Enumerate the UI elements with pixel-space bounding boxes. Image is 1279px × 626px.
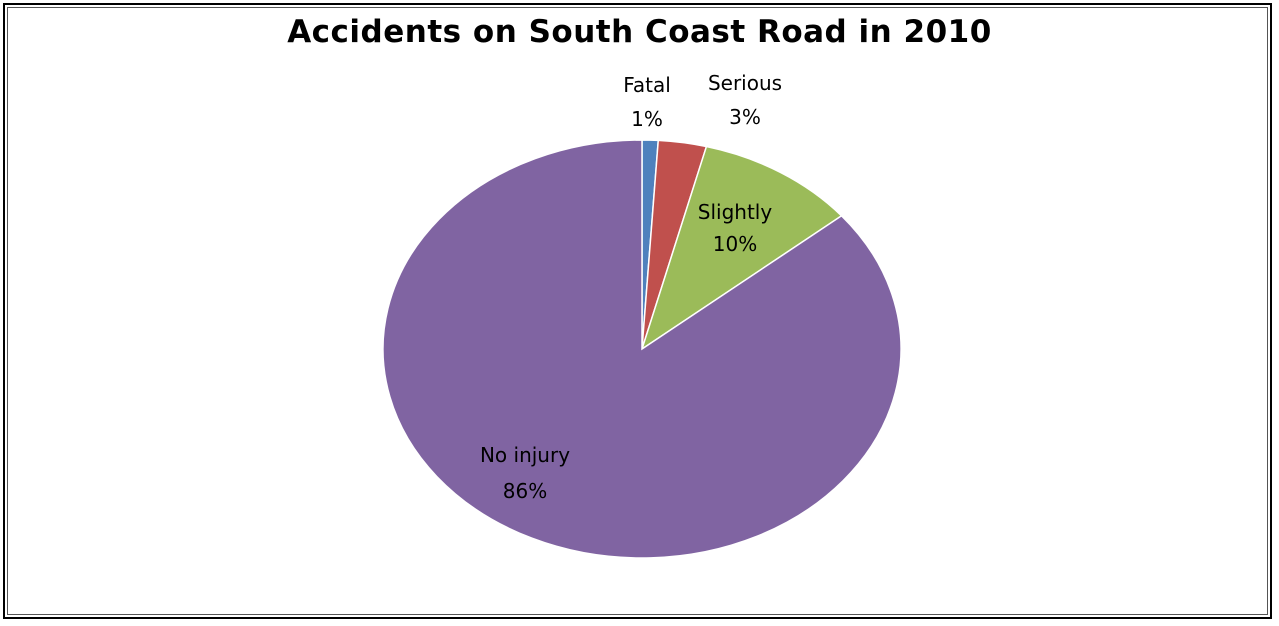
slice-percent-label: 3% <box>729 105 761 129</box>
slice-name-label: Serious <box>708 71 782 95</box>
slice-percent-label: 86% <box>503 479 547 503</box>
pie-slices <box>382 139 902 559</box>
slice-name-label: Slightly <box>698 200 773 224</box>
pie-slice-no-injury <box>382 139 902 559</box>
slice-percent-label: 10% <box>713 232 757 256</box>
slice-percent-label: 1% <box>631 107 663 131</box>
slice-name-label: Fatal <box>623 73 671 97</box>
chart-title: Accidents on South Coast Road in 2010 <box>287 14 992 50</box>
slice-name-label: No injury <box>480 443 570 467</box>
pie-labels: Fatal 1% Serious 3% Slightly 10% No injury 86% <box>480 71 782 503</box>
pie-slice-slightly <box>640 145 843 351</box>
